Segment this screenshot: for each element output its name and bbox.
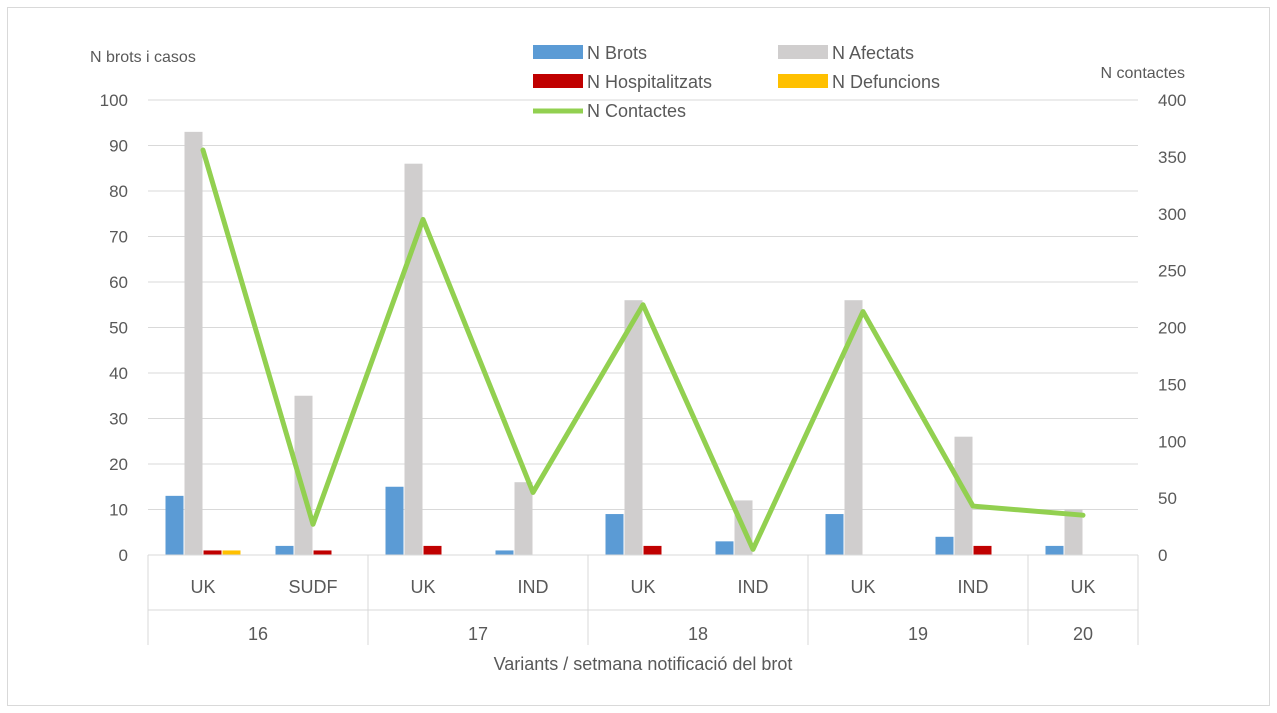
group-label: 16 xyxy=(248,624,268,644)
y-tick-label-right: 400 xyxy=(1158,91,1186,110)
y-tick-label-left: 100 xyxy=(100,91,128,110)
group-label: 19 xyxy=(908,624,928,644)
legend-n-brots-label: N Brots xyxy=(587,43,647,63)
category-label: UK xyxy=(190,577,215,597)
bar-n-afectats xyxy=(624,300,643,555)
group-label: 17 xyxy=(468,624,488,644)
y-tick-label-left: 10 xyxy=(109,501,128,520)
x-axis-title: Variants / setmana notificació del brot xyxy=(494,654,793,674)
category-label: IND xyxy=(738,577,769,597)
legend-n-hospitalitzats-label: N Hospitalitzats xyxy=(587,72,712,92)
y-tick-label-right: 350 xyxy=(1158,148,1186,167)
y-tick-label-right: 250 xyxy=(1158,262,1186,281)
bar-n-brots xyxy=(605,514,624,555)
legend-n-contactes-label: N Contactes xyxy=(587,101,686,121)
bar-n-hospitalitzats xyxy=(973,545,992,555)
category-label: UK xyxy=(850,577,875,597)
legend-n-brots-swatch xyxy=(533,45,583,59)
y-tick-label-right: 300 xyxy=(1158,205,1186,224)
y-tick-label-right: 50 xyxy=(1158,489,1177,508)
legend-n-afectats-label: N Afectats xyxy=(832,43,914,63)
bar-n-brots xyxy=(715,541,734,555)
y-tick-label-left: 90 xyxy=(109,137,128,156)
group-label: 18 xyxy=(688,624,708,644)
y-tick-label-left: 40 xyxy=(109,364,128,383)
bar-n-brots xyxy=(275,545,294,555)
y-axis-title-right: N contactes xyxy=(1101,65,1185,82)
legend-n-defuncions-label: N Defuncions xyxy=(832,72,940,92)
category-label: IND xyxy=(958,577,989,597)
bar-n-defuncions xyxy=(222,550,241,555)
category-label: SUDF xyxy=(289,577,338,597)
y-tick-label-right: 150 xyxy=(1158,375,1186,394)
legend-n-defuncions-swatch xyxy=(778,74,828,88)
y-tick-label-right: 200 xyxy=(1158,319,1186,338)
bar-n-afectats xyxy=(184,131,203,555)
category-label: UK xyxy=(1070,577,1095,597)
y-tick-label-left: 70 xyxy=(109,228,128,247)
bar-n-brots xyxy=(385,486,404,555)
bar-n-afectats xyxy=(954,436,973,555)
y-tick-label-right: 100 xyxy=(1158,432,1186,451)
y-axis-title-left: N brots i casos xyxy=(90,49,196,66)
y-tick-label-left: 30 xyxy=(109,410,128,429)
category-label: UK xyxy=(410,577,435,597)
bar-n-brots xyxy=(935,536,954,555)
y-tick-label-left: 0 xyxy=(119,546,128,565)
bar-n-brots xyxy=(165,495,184,555)
bar-n-brots xyxy=(1045,545,1064,555)
y-tick-label-right: 0 xyxy=(1158,546,1167,565)
bar-n-brots xyxy=(495,550,514,555)
bar-n-afectats xyxy=(844,300,863,555)
bar-n-hospitalitzats xyxy=(423,545,442,555)
y-tick-label-left: 60 xyxy=(109,273,128,292)
category-label: IND xyxy=(518,577,549,597)
legend-n-hospitalitzats-swatch xyxy=(533,74,583,88)
legend-n-afectats-swatch xyxy=(778,45,828,59)
bar-n-afectats xyxy=(514,482,533,555)
bar-n-brots xyxy=(825,514,844,555)
bar-n-hospitalitzats xyxy=(643,545,662,555)
y-tick-label-left: 20 xyxy=(109,455,128,474)
y-tick-label-left: 80 xyxy=(109,182,128,201)
bar-n-hospitalitzats xyxy=(203,550,222,555)
line-n-contactes xyxy=(200,147,1086,552)
bar-n-afectats xyxy=(1064,509,1083,555)
category-label: UK xyxy=(630,577,655,597)
bar-n-hospitalitzats xyxy=(313,550,332,555)
group-label: 20 xyxy=(1073,624,1093,644)
y-tick-label-left: 50 xyxy=(109,319,128,338)
